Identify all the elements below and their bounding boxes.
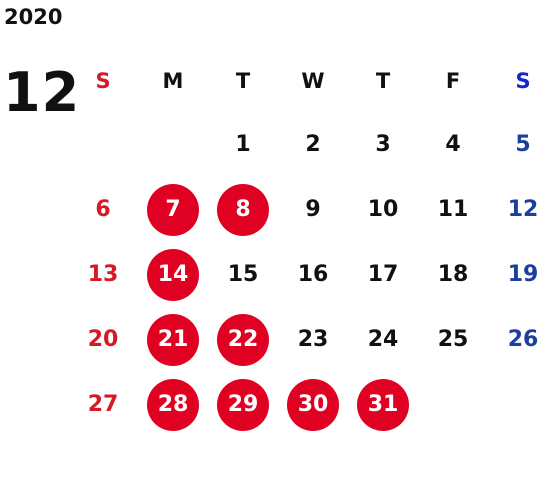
day-cell: 8 xyxy=(208,177,278,242)
highlighted-day-number: 14 xyxy=(147,248,199,301)
weekday-header-sat: S xyxy=(515,69,531,93)
day-cell: 10 xyxy=(348,177,418,242)
highlighted-day-number: 21 xyxy=(147,313,199,366)
day-cell: 12 xyxy=(488,177,548,242)
day-number: 19 xyxy=(507,262,539,287)
day-number: 23 xyxy=(297,327,329,352)
day-cell: 9 xyxy=(278,177,348,242)
weekday-header-tue: T xyxy=(235,69,251,93)
day-number: 27 xyxy=(87,392,119,417)
day-cell: 4 xyxy=(418,112,488,177)
day-cell: 1 xyxy=(208,112,278,177)
day-cell: 26 xyxy=(488,307,548,372)
day-cell: 11 xyxy=(418,177,488,242)
empty-day-cell xyxy=(68,112,138,177)
weekday-header-mon: M xyxy=(162,69,184,93)
day-number: 17 xyxy=(367,262,399,287)
day-cell: 3 xyxy=(348,112,418,177)
day-number: 18 xyxy=(437,262,469,287)
highlighted-day-number: 30 xyxy=(287,378,339,431)
day-cell: 2 xyxy=(278,112,348,177)
highlighted-day-number: 31 xyxy=(357,378,409,431)
day-number: 26 xyxy=(507,327,539,352)
highlighted-day-number: 7 xyxy=(147,183,199,236)
day-cell: 16 xyxy=(278,242,348,307)
day-cell: 18 xyxy=(418,242,488,307)
day-cell: 27 xyxy=(68,372,138,437)
day-cell: 14 xyxy=(138,242,208,307)
empty-day-cell xyxy=(138,112,208,177)
day-number: 6 xyxy=(95,197,111,222)
day-cell: 28 xyxy=(138,372,208,437)
highlighted-day-number: 22 xyxy=(217,313,269,366)
day-cell: 6 xyxy=(68,177,138,242)
day-number: 15 xyxy=(227,262,259,287)
day-cell: 20 xyxy=(68,307,138,372)
day-number: 12 xyxy=(507,197,539,222)
day-number: 5 xyxy=(515,132,531,157)
highlighted-day-number: 29 xyxy=(217,378,269,431)
weekday-header-fri: F xyxy=(445,69,461,93)
day-cell: 25 xyxy=(418,307,488,372)
highlighted-day-number: 8 xyxy=(217,183,269,236)
empty-day-cell xyxy=(418,372,488,437)
day-cell: 7 xyxy=(138,177,208,242)
day-cell: 21 xyxy=(138,307,208,372)
day-cell: 24 xyxy=(348,307,418,372)
day-cell: 23 xyxy=(278,307,348,372)
weekday-header-wed: W xyxy=(301,69,325,93)
calendar-grid: S M T W T F S 1 2 3 4 5 6 7 8 9 10 11 12 13 14 15 16 17 1… xyxy=(68,50,548,437)
day-number: 3 xyxy=(375,132,391,157)
day-number: 2 xyxy=(305,132,321,157)
day-number: 4 xyxy=(445,132,461,157)
day-cell: 17 xyxy=(348,242,418,307)
day-number: 24 xyxy=(367,327,399,352)
weekday-header-thu: T xyxy=(375,69,391,93)
day-number: 25 xyxy=(437,327,469,352)
highlighted-day-number: 28 xyxy=(147,378,199,431)
month-number: 12 xyxy=(3,61,81,124)
day-number: 13 xyxy=(87,262,119,287)
day-number: 10 xyxy=(367,197,399,222)
day-cell: 31 xyxy=(348,372,418,437)
day-number: 9 xyxy=(305,197,321,222)
day-number: 20 xyxy=(87,327,119,352)
day-cell: 19 xyxy=(488,242,548,307)
weekday-header-sun: S xyxy=(95,69,111,93)
day-cell: 29 xyxy=(208,372,278,437)
day-cell: 15 xyxy=(208,242,278,307)
day-cell: 30 xyxy=(278,372,348,437)
day-number: 16 xyxy=(297,262,329,287)
day-cell: 13 xyxy=(68,242,138,307)
day-cell: 22 xyxy=(208,307,278,372)
day-cell: 5 xyxy=(488,112,548,177)
empty-day-cell xyxy=(488,372,548,437)
day-number: 1 xyxy=(235,132,251,157)
year-label: 2020 xyxy=(4,5,63,29)
day-number: 11 xyxy=(437,197,469,222)
